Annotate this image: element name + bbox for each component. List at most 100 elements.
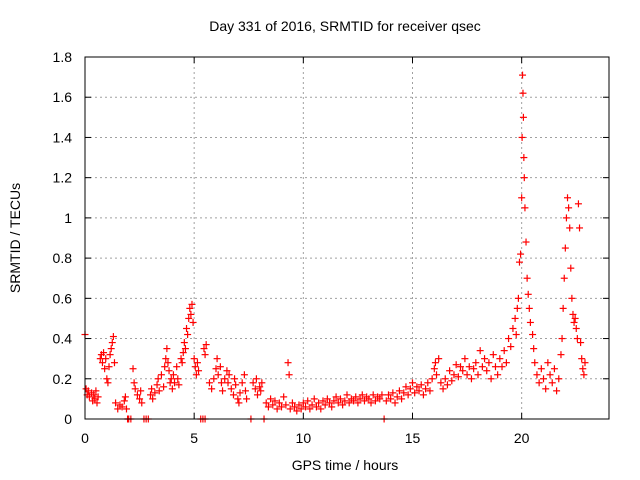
- data-point: [85, 393, 93, 401]
- data-point: [454, 373, 462, 381]
- data-point: [557, 351, 565, 359]
- data-point: [315, 399, 323, 407]
- data-point: [312, 403, 320, 411]
- data-point: [282, 401, 290, 409]
- data-point: [489, 351, 497, 359]
- data-point: [137, 387, 145, 395]
- data-point: [181, 345, 189, 353]
- data-point: [578, 355, 586, 363]
- y-tick-label: 1.4: [53, 129, 73, 145]
- data-point: [522, 238, 530, 246]
- data-point: [98, 359, 106, 367]
- data-point: [419, 391, 427, 399]
- data-point: [550, 365, 558, 373]
- data-point: [100, 349, 108, 357]
- data-point: [168, 385, 176, 393]
- data-point: [485, 359, 493, 367]
- data-point: [574, 200, 582, 208]
- data-point: [406, 385, 414, 393]
- data-point: [404, 391, 412, 399]
- data-point: [505, 335, 513, 343]
- data-point: [487, 375, 495, 383]
- data-point: [526, 318, 534, 326]
- data-point: [243, 395, 251, 403]
- data-point: [138, 399, 146, 407]
- data-point: [193, 359, 201, 367]
- data-point: [229, 391, 237, 399]
- data-point: [321, 401, 329, 409]
- x-tick-label: 20: [514, 430, 530, 446]
- data-point: [507, 343, 515, 351]
- data-point: [531, 359, 539, 367]
- data-point: [519, 71, 527, 79]
- data-point: [213, 355, 221, 363]
- data-point: [513, 304, 521, 312]
- data-point: [483, 367, 491, 375]
- data-point: [559, 304, 567, 312]
- data-point: [518, 133, 526, 141]
- data-point: [191, 363, 199, 371]
- data-point: [433, 371, 441, 379]
- y-tick-label: 0: [64, 411, 72, 427]
- data-point: [214, 371, 222, 379]
- data-point: [90, 391, 98, 399]
- data-point: [271, 397, 279, 405]
- data-point: [93, 399, 101, 407]
- y-tick-label: 0.4: [53, 331, 73, 347]
- data-point: [398, 395, 406, 403]
- data-point: [110, 359, 118, 367]
- data-point: [177, 355, 185, 363]
- data-point: [535, 379, 543, 387]
- data-point: [190, 355, 198, 363]
- chart-title: Day 331 of 2016, SRMTID for receiver qse…: [209, 18, 481, 34]
- data-point: [153, 381, 161, 389]
- data-point: [567, 264, 575, 272]
- data-point: [580, 371, 588, 379]
- data-point: [258, 379, 266, 387]
- data-point: [524, 290, 532, 298]
- data-point: [173, 363, 181, 371]
- data-point: [540, 375, 547, 383]
- data-point: [525, 304, 533, 312]
- data-point: [343, 391, 351, 399]
- data-point: [240, 371, 248, 379]
- data-point: [529, 331, 537, 339]
- data-point: [391, 399, 399, 407]
- data-point: [278, 403, 285, 411]
- data-point: [520, 174, 528, 182]
- data-point: [129, 365, 137, 373]
- data-point: [162, 355, 170, 363]
- data-point: [165, 367, 173, 375]
- data-point: [537, 365, 545, 373]
- data-point: [104, 379, 112, 387]
- plot-frame: [84, 56, 610, 420]
- data-point: [565, 204, 573, 212]
- data-point: [164, 359, 172, 367]
- data-point: [569, 310, 577, 318]
- data-point: [326, 399, 334, 407]
- data-point: [216, 363, 224, 371]
- data-point: [136, 395, 144, 403]
- data-point: [356, 395, 364, 403]
- data-point: [581, 359, 589, 367]
- data-point: [280, 393, 288, 401]
- data-point: [189, 318, 197, 326]
- data-point: [500, 347, 508, 355]
- data-point: [371, 397, 379, 405]
- y-tick-label: 1.8: [53, 49, 73, 65]
- data-point: [467, 375, 475, 383]
- data-point: [185, 314, 193, 322]
- axis-ticks: 0 0.2 0.4 0.6 0.8 1 1.2 1.4 1.6 1.8 0 5 10 15 20: [53, 49, 609, 446]
- data-point: [561, 244, 569, 252]
- data-point: [382, 397, 390, 405]
- data-point: [269, 401, 277, 409]
- data-point: [114, 405, 122, 413]
- data-point: [520, 154, 528, 162]
- data-point: [217, 379, 225, 387]
- data-point: [517, 250, 525, 258]
- data-point: [542, 385, 550, 393]
- data-point: [570, 318, 578, 326]
- data-point: [430, 365, 438, 373]
- data-point: [546, 371, 554, 379]
